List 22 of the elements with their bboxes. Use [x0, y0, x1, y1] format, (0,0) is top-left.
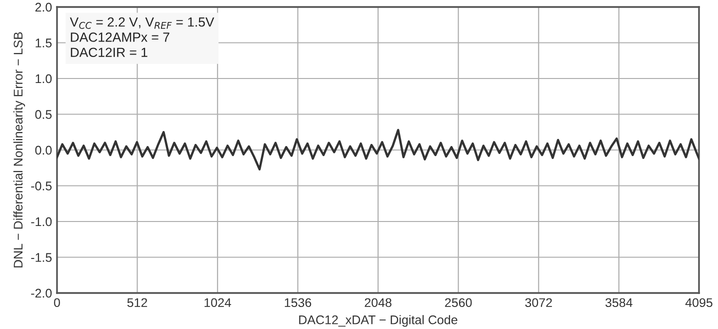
line-series: [57, 128, 699, 170]
y-tick-label: 2.0: [35, 2, 52, 12]
y-tick-label: 1.0: [36, 74, 52, 84]
x-axis-title: DAC12_xDAT − Digital Code: [299, 315, 458, 327]
y-tick-label: -0.5: [31, 182, 52, 190]
y-tick-label: -1.0: [31, 217, 52, 226]
x-tick-label: 1024: [204, 298, 232, 308]
x-tick-label: 4095: [685, 298, 712, 308]
x-tick-label: 3072: [525, 298, 552, 308]
y-tick-label: 0.0: [35, 146, 52, 155]
annotation: V$_{CC}$ = 2.2 V, V$_{REF}$ = 1.5V DAC12AMPx = 7 DAC12IR = 1: [70, 17, 214, 58]
y-axis-title: DNL − Differential Nonlinearity Error − LSB: [13, 32, 26, 268]
x-tick-label: 0: [54, 298, 60, 308]
x-tick-label: 3584: [605, 298, 632, 308]
y-tick-label: -2.0: [31, 288, 52, 298]
x-tick-label: 2560: [445, 298, 472, 308]
x-tick-label: 2048: [364, 298, 392, 308]
y-tick-label: -1.5: [31, 253, 52, 262]
x-tick-label: 512: [127, 298, 148, 308]
y-tick-label: 0.5: [35, 110, 52, 119]
x-tick-label: 1536: [284, 298, 312, 308]
y-tick-label: 1.5: [36, 38, 52, 48]
